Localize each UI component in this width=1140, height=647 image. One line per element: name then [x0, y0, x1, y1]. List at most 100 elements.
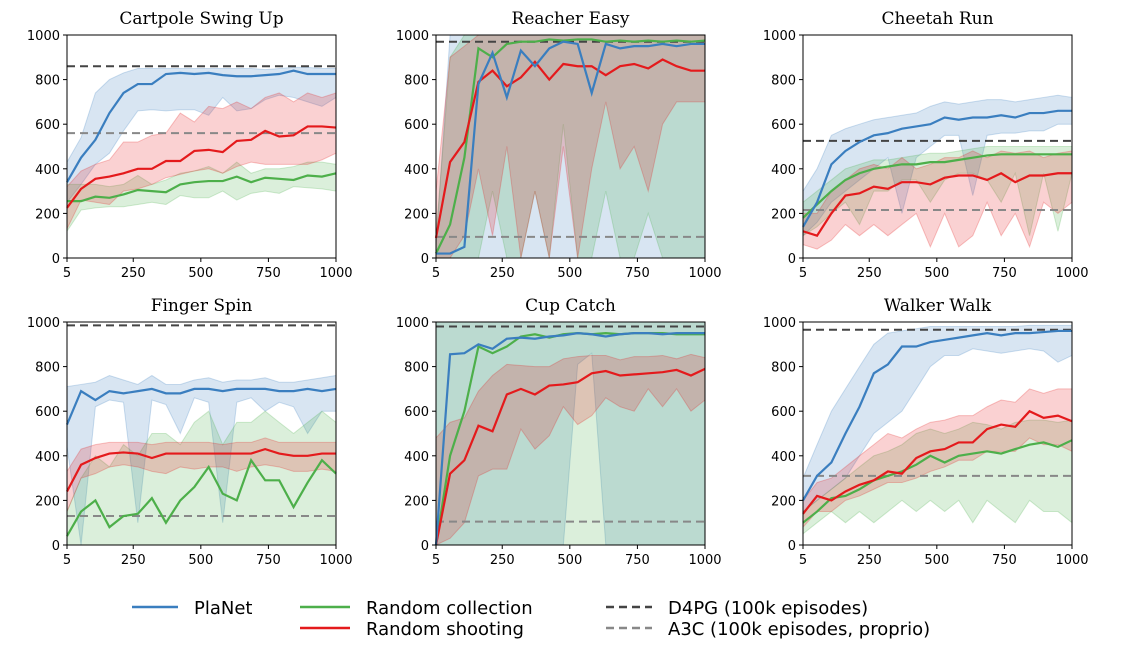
x-tick-label: 750 — [625, 553, 650, 568]
x-tick-label: 1000 — [688, 553, 721, 568]
x-tick-label: 250 — [490, 553, 515, 568]
y-tick-label: 200 — [35, 207, 60, 222]
x-tick-label: 250 — [121, 553, 146, 568]
y-tick-label: 400 — [35, 163, 60, 178]
panel-title: Cartpole Swing Up — [119, 9, 283, 29]
line-random-collection — [67, 172, 337, 203]
line-planet — [65, 387, 337, 426]
y-tick-label: 200 — [35, 494, 60, 509]
y-tick-label: 400 — [35, 450, 60, 465]
x-tick-label: 5 — [432, 266, 440, 281]
x-tick-label: 250 — [121, 266, 146, 281]
line-planet — [802, 109, 1072, 228]
line-planet — [66, 69, 336, 183]
y-tick-label: 0 — [421, 539, 429, 554]
line-random-collection — [802, 153, 1072, 219]
panel-title: Cup Catch — [525, 296, 616, 316]
y-tick-label: 800 — [771, 74, 796, 89]
x-tick-label: 1000 — [1055, 266, 1088, 281]
y-tick-label: 200 — [404, 494, 429, 509]
line-random-collection — [802, 439, 1073, 524]
x-tick-label: 5 — [799, 553, 807, 568]
x-tick-label: 5 — [799, 266, 807, 281]
y-tick-label: 0 — [788, 539, 796, 554]
line-planet — [436, 40, 705, 255]
y-tick-label: 800 — [35, 74, 60, 89]
x-tick-label: 500 — [188, 266, 213, 281]
x-tick-label: 1000 — [319, 266, 352, 281]
x-tick-label: 250 — [490, 266, 515, 281]
plot-frame — [435, 321, 706, 546]
x-tick-label: 750 — [256, 266, 281, 281]
y-tick-label: 600 — [404, 405, 429, 420]
y-tick-label: 400 — [771, 450, 796, 465]
y-tick-label: 1000 — [27, 316, 60, 331]
x-tick-label: 250 — [857, 553, 882, 568]
x-tick-label: 5 — [63, 553, 71, 568]
legend-planet-label: PlaNet — [194, 598, 252, 619]
panel-reacher-easy: Reacher Easy 0 200 400 600 800 1000 5 250 500 750 1… — [396, 9, 722, 281]
y-tick-label: 1000 — [763, 316, 796, 331]
line-random-collection — [435, 38, 706, 255]
y-tick-label: 1000 — [396, 316, 429, 331]
y-tick-label: 1000 — [763, 29, 796, 44]
y-tick-label: 200 — [771, 494, 796, 509]
x-tick-label: 5 — [432, 553, 440, 568]
y-tick-label: 600 — [404, 118, 429, 133]
y-tick-label: 800 — [404, 74, 429, 89]
legend: PlaNet Random collection Random shooting… — [132, 598, 930, 640]
panel-cartpole-swing-up: Cartpole Swing Up 0 200 400 600 800 1000 5 250 50… — [27, 9, 353, 281]
y-tick-label: 800 — [35, 361, 60, 376]
plot-frame — [802, 34, 1073, 259]
panel-title: Reacher Easy — [512, 9, 630, 29]
y-tick-label: 400 — [404, 163, 429, 178]
line-planet — [434, 332, 705, 546]
panel-walker-walk: Walker Walk 0 200 400 600 800 1000 5 250 500 750 10… — [763, 296, 1089, 568]
y-tick-label: 600 — [771, 405, 796, 420]
line-planet — [802, 329, 1072, 501]
x-tick-label: 750 — [992, 553, 1017, 568]
x-tick-label: 5 — [63, 266, 71, 281]
legend-a3c-label: A3C (100k episodes, proprio) — [668, 619, 930, 640]
y-tick-label: 200 — [771, 207, 796, 222]
line-random-shooting — [434, 367, 706, 546]
y-tick-label: 200 — [404, 207, 429, 222]
panel-cheetah-run: Cheetah Run 0 200 400 600 800 1000 5 250 500 750 10… — [763, 9, 1089, 281]
line-random-shooting — [802, 172, 1072, 238]
panel-title: Walker Walk — [884, 296, 992, 316]
x-tick-label: 500 — [557, 266, 582, 281]
legend-d4pg-label: D4PG (100k episodes) — [668, 598, 868, 619]
y-tick-label: 1000 — [27, 29, 60, 44]
y-tick-label: 600 — [35, 405, 60, 420]
x-tick-label: 250 — [857, 266, 882, 281]
y-tick-label: 600 — [35, 118, 60, 133]
x-tick-label: 1000 — [1055, 553, 1088, 568]
x-tick-label: 500 — [188, 553, 213, 568]
line-random-shooting — [66, 125, 337, 209]
plot-frame — [66, 321, 337, 546]
panel-cup-catch: Cup Catch 0 200 400 600 800 1000 5 250 500 750 1000 — [396, 296, 722, 568]
x-tick-label: 750 — [256, 553, 281, 568]
y-tick-label: 800 — [404, 361, 429, 376]
plot-frame — [66, 34, 337, 259]
x-tick-label: 750 — [625, 266, 650, 281]
panel-title: Finger Spin — [151, 296, 253, 316]
y-tick-label: 0 — [788, 252, 796, 267]
plot-frame — [435, 34, 706, 259]
y-tick-label: 0 — [421, 252, 429, 267]
y-tick-label: 1000 — [396, 29, 429, 44]
y-tick-label: 0 — [52, 252, 60, 267]
y-tick-label: 600 — [771, 118, 796, 133]
plot-frame — [802, 321, 1073, 546]
x-tick-label: 500 — [557, 553, 582, 568]
line-random-shooting — [802, 409, 1073, 515]
y-tick-label: 400 — [404, 450, 429, 465]
panel-finger-spin: Finger Spin 0 200 400 600 800 1000 5 250 500 750 10… — [27, 296, 353, 568]
y-tick-label: 400 — [771, 163, 796, 178]
x-tick-label: 1000 — [319, 553, 352, 568]
panel-title: Cheetah Run — [881, 9, 993, 29]
line-random-collection — [66, 457, 337, 537]
x-tick-label: 500 — [924, 266, 949, 281]
